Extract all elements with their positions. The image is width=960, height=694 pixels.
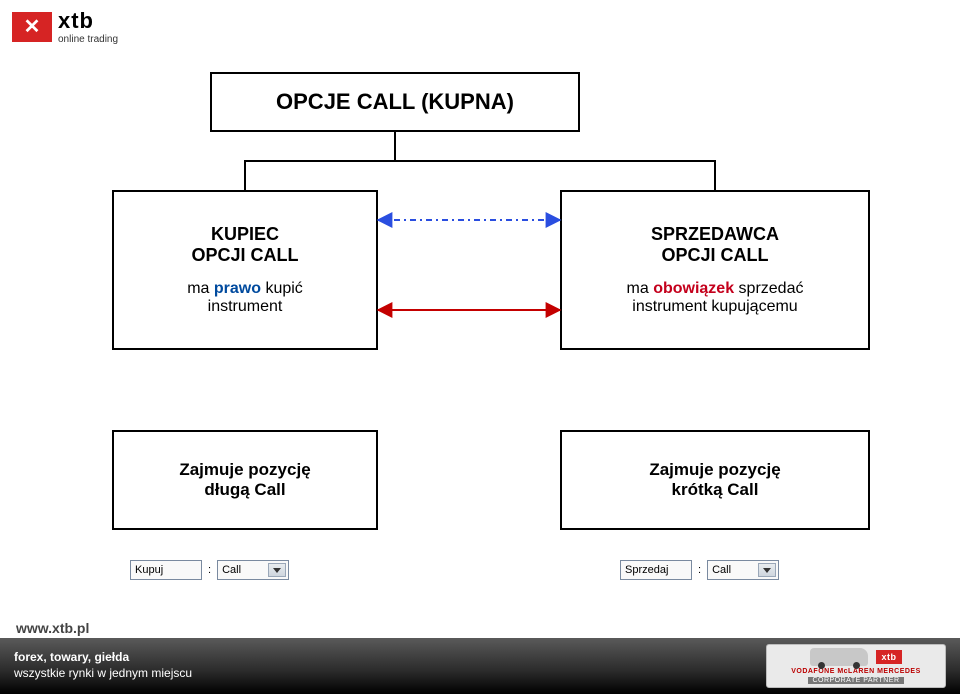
buyer-box: KUPIEC OPCJI CALL ma prawo kupić instrum… bbox=[112, 190, 378, 350]
buy-side-selector: Kupuj : Call bbox=[130, 560, 289, 580]
brand-logomark: ✕ bbox=[12, 12, 52, 42]
chevron-down-icon bbox=[763, 568, 771, 573]
separator-colon: : bbox=[208, 564, 211, 576]
buyer-line2: instrument bbox=[208, 298, 283, 316]
footer-band: forex, towary, giełda wszystkie rynki w … bbox=[0, 638, 960, 694]
buyer-keyword: prawo bbox=[214, 280, 261, 297]
buy-action-dropdown[interactable]: Kupuj bbox=[130, 560, 202, 580]
seller-title-l2: OPCJI CALL bbox=[661, 245, 768, 265]
buy-action-value: Kupuj bbox=[135, 564, 163, 576]
short-position-box: Zajmuje pozycję krótką Call bbox=[560, 430, 870, 530]
diagram-title: OPCJE CALL (KUPNA) bbox=[276, 89, 514, 115]
long-l2: długą Call bbox=[204, 480, 285, 499]
footer-text: forex, towary, giełda wszystkie rynki w … bbox=[14, 650, 192, 681]
short-l1: Zajmuje pozycję bbox=[649, 460, 780, 479]
badge-line2: CORPORATE PARTNER bbox=[808, 677, 903, 684]
brand-tagline: online trading bbox=[58, 34, 118, 45]
sell-action-value: Sprzedaj bbox=[625, 564, 668, 576]
long-l1: Zajmuje pozycję bbox=[179, 460, 310, 479]
seller-box: SPRZEDAWCA OPCJI CALL ma obowiązek sprze… bbox=[560, 190, 870, 350]
page-footer: www.xtb.pl forex, towary, giełda wszystk… bbox=[0, 616, 960, 694]
buyer-title-l2: OPCJI CALL bbox=[191, 245, 298, 265]
buyer-line1a: ma bbox=[187, 280, 214, 297]
footer-line1: forex, towary, giełda bbox=[14, 650, 192, 666]
buy-option-value: Call bbox=[222, 564, 241, 576]
footer-line2: wszystkie rynki w jednym miejscu bbox=[14, 666, 192, 682]
brand-logo: ✕ xtb online trading bbox=[12, 8, 118, 45]
diagram-title-box: OPCJE CALL (KUPNA) bbox=[210, 72, 580, 132]
sell-action-dropdown[interactable]: Sprzedaj bbox=[620, 560, 692, 580]
badge-line1: VODAFONE McLAREN MERCEDES bbox=[791, 668, 921, 675]
seller-line1c: sprzedać bbox=[734, 280, 803, 297]
buy-option-dropdown[interactable]: Call bbox=[217, 560, 289, 580]
brand-logotype: xtb online trading bbox=[58, 8, 118, 45]
sell-option-value: Call bbox=[712, 564, 731, 576]
sell-side-selector: Sprzedaj : Call bbox=[620, 560, 779, 580]
buyer-title-l1: KUPIEC bbox=[211, 224, 279, 244]
seller-title-l1: SPRZEDAWCA bbox=[651, 224, 779, 244]
racecar-icon bbox=[810, 648, 868, 666]
buyer-line1c: kupić bbox=[261, 280, 303, 297]
website-url: www.xtb.pl bbox=[16, 620, 89, 636]
seller-keyword: obowiązek bbox=[653, 280, 734, 297]
partner-badge: xtb VODAFONE McLAREN MERCEDES CORPORATE … bbox=[766, 644, 946, 688]
badge-xtb-mark: xtb bbox=[876, 650, 902, 664]
long-position-box: Zajmuje pozycję długą Call bbox=[112, 430, 378, 530]
short-l2: krótką Call bbox=[672, 480, 759, 499]
sell-option-dropdown[interactable]: Call bbox=[707, 560, 779, 580]
separator-colon: : bbox=[698, 564, 701, 576]
brand-name: xtb bbox=[58, 8, 118, 34]
seller-line2: instrument kupującemu bbox=[632, 298, 797, 316]
chevron-down-icon bbox=[273, 568, 281, 573]
seller-line1a: ma bbox=[627, 280, 654, 297]
